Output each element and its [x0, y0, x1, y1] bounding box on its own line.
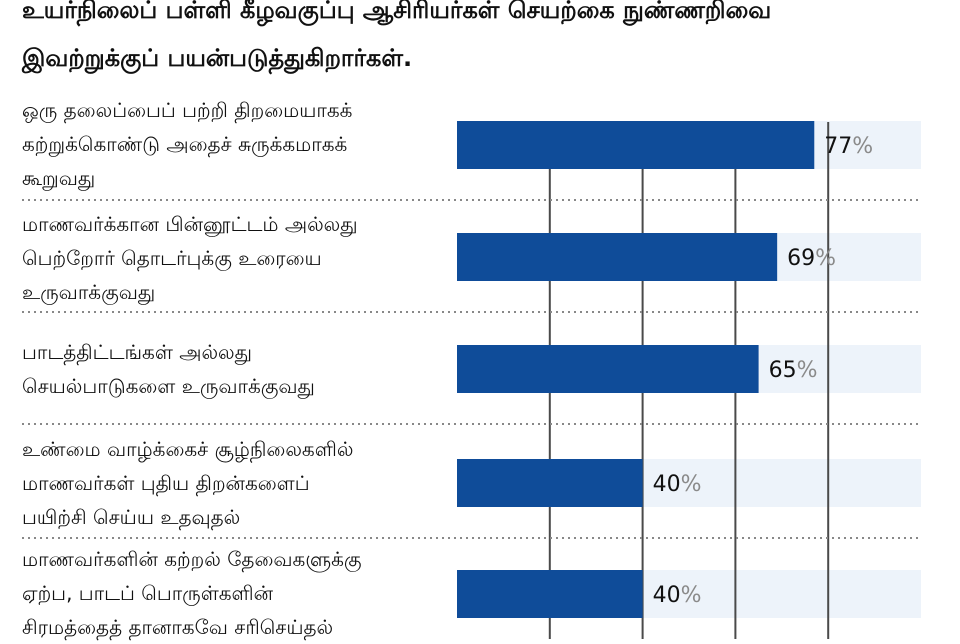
data-label: 65% [769, 358, 818, 383]
data-label: 77% [824, 134, 873, 159]
bar [457, 570, 643, 618]
data-label-value: 65 [769, 358, 797, 383]
data-label: 40% [653, 583, 702, 608]
category-label-line: பெற்றோர் தொடர்புக்கு உரையை [22, 246, 322, 270]
data-label-percent: % [681, 472, 702, 497]
data-label-value: 77 [824, 134, 852, 159]
category-label: மாணவர்க்கான பின்னூட்டம் அல்லது பெற்றோர் த… [22, 207, 442, 309]
category-label-line: ஒரு தலைப்பைப் பற்றி திறமையாகக் [22, 98, 353, 122]
data-label: 40% [653, 472, 702, 497]
category-label: உண்மை வாழ்க்கைச் சூழ்நிலைகளில் மாணவர்கள் … [22, 432, 442, 534]
bar [457, 233, 778, 281]
data-label-percent: % [852, 134, 873, 159]
category-label-line: கற்றுக்கொண்டு அதைச் சுருக்கமாகக் [22, 132, 348, 156]
chart-title: உயர்நிலைப் பள்ளி கீழவகுப்பு ஆசிரியர்கள் … [22, 0, 952, 82]
category-label-line: மாணவர்க்கான பின்னூட்டம் அல்லது [22, 212, 358, 236]
data-label-value: 69 [787, 246, 815, 271]
data-label-value: 40 [653, 583, 681, 608]
data-label-percent: % [797, 358, 818, 383]
category-label-line: செயல்பாடுகளை உருவாக்குவது [22, 374, 315, 398]
category-label-line: சிரமத்தைத் தானாகவே சரிசெய்தல் [22, 615, 334, 639]
category-label-line: கூறுவது [22, 166, 96, 190]
title-line-2: இவற்றுக்குப் பயன்படுத்துகிறார்கள். [22, 44, 413, 72]
data-label-percent: % [681, 583, 702, 608]
data-label-value: 40 [653, 472, 681, 497]
category-label-line: ஏற்ப, பாடப் பொருள்களின் [22, 581, 274, 605]
title-line-1: உயர்நிலைப் பள்ளி கீழவகுப்பு ஆசிரியர்கள் … [22, 0, 772, 24]
category-label: பாடத்திட்டங்கள் அல்லது செயல்பாடுகளை உருவா… [22, 335, 442, 403]
bar [457, 345, 759, 393]
category-label-line: உருவாக்குவது [22, 280, 156, 304]
category-label-line: மாணவர்களின் கற்றல் தேவைகளுக்கு [22, 547, 362, 571]
category-label-line: உண்மை வாழ்க்கைச் சூழ்நிலைகளில் [22, 437, 354, 461]
data-label-percent: % [815, 246, 836, 271]
bar [457, 121, 815, 169]
bar [457, 459, 643, 507]
category-label-line: மாணவர்கள் புதிய திறன்களைப் [22, 471, 310, 495]
category-label-line: பயிற்சி செய்ய உதவுதல் [22, 505, 241, 529]
category-label-line: பாடத்திட்டங்கள் அல்லது [22, 340, 252, 364]
category-label: மாணவர்களின் கற்றல் தேவைகளுக்கு ஏற்ப, பாடப… [22, 542, 442, 644]
category-label: ஒரு தலைப்பைப் பற்றி திறமையாகக் கற்றுக்கொண… [22, 93, 442, 195]
data-label: 69% [787, 246, 836, 271]
